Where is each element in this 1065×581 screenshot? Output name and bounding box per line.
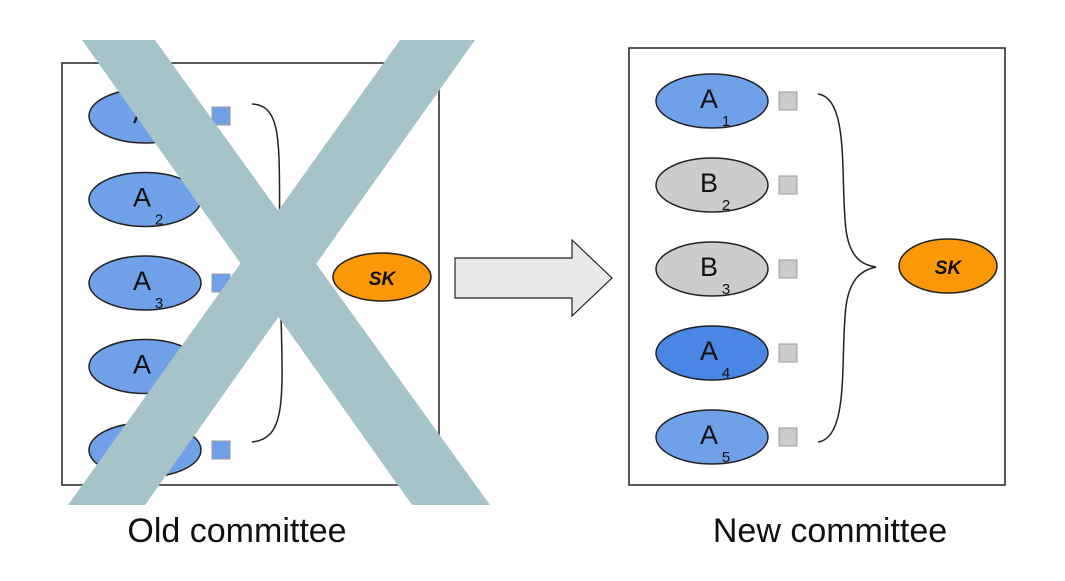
new-member-index: 2: [722, 197, 730, 214]
new-member-1: A1: [655, 73, 798, 130]
new-member-letter: B: [700, 168, 718, 198]
new-member-3: B3: [655, 241, 798, 298]
old-member-letter: A: [133, 183, 151, 213]
cross-out-mark: [68, 40, 490, 505]
new-member-letter: A: [700, 336, 718, 366]
new-member-5: A5: [655, 409, 798, 466]
new-member-ellipse: [655, 409, 769, 465]
new-key-share-square: [778, 91, 798, 111]
old-committee-caption: Old committee: [127, 512, 346, 550]
new-secret-key-label: SK: [935, 258, 963, 279]
new-member-ellipse: [655, 325, 769, 381]
cross-stroke-2: [68, 40, 475, 505]
new-member-4: A4: [655, 325, 798, 382]
old-key-share-square: [211, 440, 231, 460]
new-key-share-square: [778, 427, 798, 447]
old-member-index: 2: [155, 212, 163, 229]
new-member-ellipse: [655, 157, 769, 213]
new-member-index: 3: [722, 281, 730, 298]
new-member-index: 5: [722, 449, 730, 466]
old-member-letter: A: [133, 266, 151, 296]
new-member-2: B2: [655, 157, 798, 214]
old-secret-key: SK: [332, 252, 432, 302]
new-member-ellipse: [655, 73, 769, 129]
new-member-letter: B: [700, 252, 718, 282]
old-member-letter: A: [133, 350, 151, 380]
new-key-share-square: [778, 175, 798, 195]
old-member-3: A3: [88, 255, 231, 312]
new-committee-caption: New committee: [713, 512, 947, 550]
new-member-letter: A: [700, 84, 718, 114]
transition-arrow: [454, 238, 613, 318]
new-member-index: 1: [722, 113, 730, 130]
new-committee-brace: [817, 93, 877, 443]
new-member-index: 4: [722, 365, 730, 382]
old-committee-panel: A1A2A3A4A5 SK Old committee: [61, 40, 490, 550]
new-member-ellipse: [655, 241, 769, 297]
new-key-share-square: [778, 343, 798, 363]
old-member-index: 3: [155, 295, 163, 312]
new-secret-key: SK: [898, 238, 998, 294]
old-secret-key-label: SK: [369, 269, 397, 290]
new-key-share-square: [778, 259, 798, 279]
old-key-share-square: [211, 106, 231, 126]
old-member-ellipse: [88, 255, 202, 311]
new-member-letter: A: [700, 420, 718, 450]
